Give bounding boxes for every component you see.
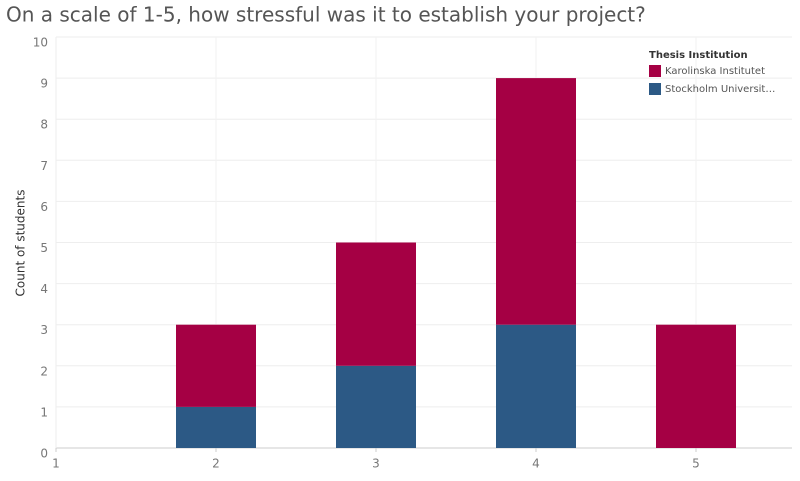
y-tick-label: 7 [40,159,48,173]
y-tick-label: 5 [40,241,48,255]
y-tick-label: 2 [40,364,48,378]
bar-segment [656,324,736,448]
y-tick-label: 0 [40,447,48,461]
x-tick-label: 5 [692,457,700,471]
bar-segment [496,78,576,325]
legend-swatch [649,83,661,95]
legend-swatch [649,65,661,77]
y-tick-label: 3 [40,323,48,337]
x-tick-label: 3 [372,457,380,471]
legend-label: Stockholm Universit… [665,84,775,95]
bar-segment [336,365,416,448]
y-tick-label: 1 [40,405,48,419]
y-tick-label: 4 [40,282,48,296]
y-axis-label: Count of students [14,190,28,297]
x-tick-label: 4 [532,457,540,471]
chart-title: On a scale of 1-5, how stressful was it … [6,3,646,27]
y-tick-label: 10 [33,36,48,50]
x-tick-label: 2 [212,457,220,471]
x-tick-label: 1 [52,457,60,471]
bar-segment [176,406,256,448]
bar-segment [496,324,576,448]
y-tick-label: 8 [40,118,48,132]
y-tick-label: 6 [40,200,48,214]
bar-segment [336,242,416,366]
bar-segment [176,324,256,407]
legend-title: Thesis Institution [649,50,748,61]
y-tick-label: 9 [40,77,48,91]
legend-label: Karolinska Institutet [665,66,765,77]
